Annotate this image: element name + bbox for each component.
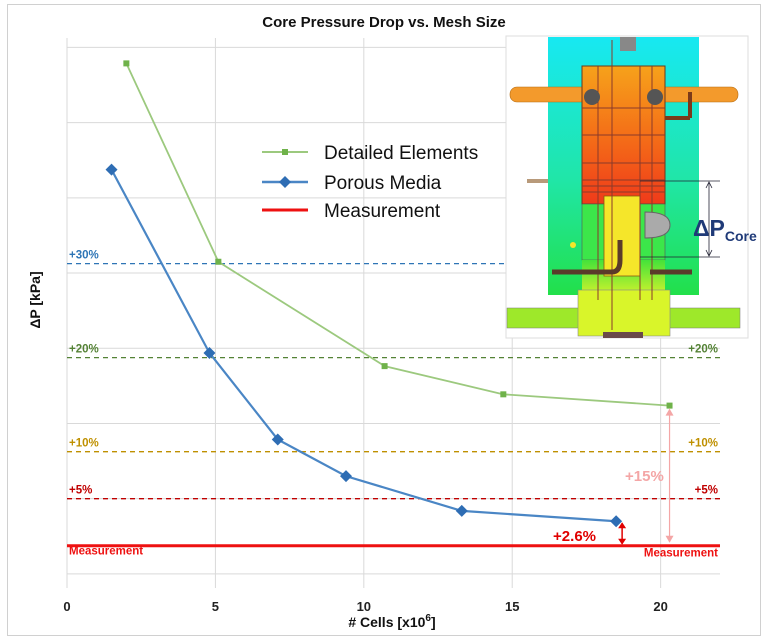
data-point	[271, 433, 284, 446]
data-point	[105, 163, 118, 176]
arrow-heads	[618, 522, 627, 545]
legend-item-measurement: Measurement	[262, 201, 441, 222]
x-tick-label: 20	[653, 599, 667, 614]
reference-label-left: +5%	[69, 485, 92, 497]
x-ticks: 0 5 10 15 20	[63, 599, 667, 614]
legend-item-detailed-elements: Detailed Elements	[262, 143, 478, 164]
x-tick-label: 15	[505, 599, 519, 614]
annotations: +2.6% +15%	[553, 408, 674, 545]
data-point	[500, 391, 507, 398]
svg-text:Measurement: Measurement	[324, 201, 441, 222]
inset-delta-p-label: ΔPCore	[693, 215, 757, 244]
reference-label-right: +20%	[688, 344, 718, 356]
data-point	[123, 60, 130, 67]
reference-label-left: +20%	[69, 344, 99, 356]
reference-label-right: +5%	[695, 485, 718, 497]
data-point	[455, 504, 468, 517]
annotation-2-6-percent: +2.6%	[553, 528, 596, 545]
data-point	[340, 470, 353, 483]
reference-lines: +30% +20% +20% +10% +10% +5% +5% Measurement Mea…	[67, 250, 720, 560]
x-tick-label: 5	[212, 599, 219, 614]
reference-label-left: +30%	[69, 250, 99, 262]
x-axis-label: # Cells [x106]	[348, 613, 435, 630]
reference-label-right: Measurement	[644, 548, 718, 560]
legend-item-porous-media: Porous Media	[262, 173, 442, 194]
data-point	[381, 363, 388, 370]
series-layer	[105, 60, 673, 528]
reference-label-left: Measurement	[69, 546, 143, 558]
chart-frame	[7, 4, 761, 636]
x-tick-label: 0	[63, 599, 70, 614]
reference-label-right: +10%	[688, 438, 718, 450]
reactor-inset-image: ΔPCore	[505, 35, 757, 339]
legend: Detailed Elements Porous Media Measureme…	[262, 143, 478, 222]
data-point	[203, 346, 216, 359]
svg-text:Detailed Elements: Detailed Elements	[324, 143, 478, 164]
data-point	[215, 258, 222, 265]
x-tick-label: 10	[357, 599, 371, 614]
data-point	[666, 402, 673, 409]
reference-label-left: +10%	[69, 438, 99, 450]
series-line	[110, 169, 617, 523]
svg-text:Porous Media: Porous Media	[324, 173, 442, 194]
annotation-15-percent: +15%	[625, 468, 664, 485]
y-axis-label: ΔP [kPa]	[27, 271, 43, 328]
chart-title: Core Pressure Drop vs. Mesh Size	[262, 14, 505, 31]
data-point	[610, 515, 623, 528]
